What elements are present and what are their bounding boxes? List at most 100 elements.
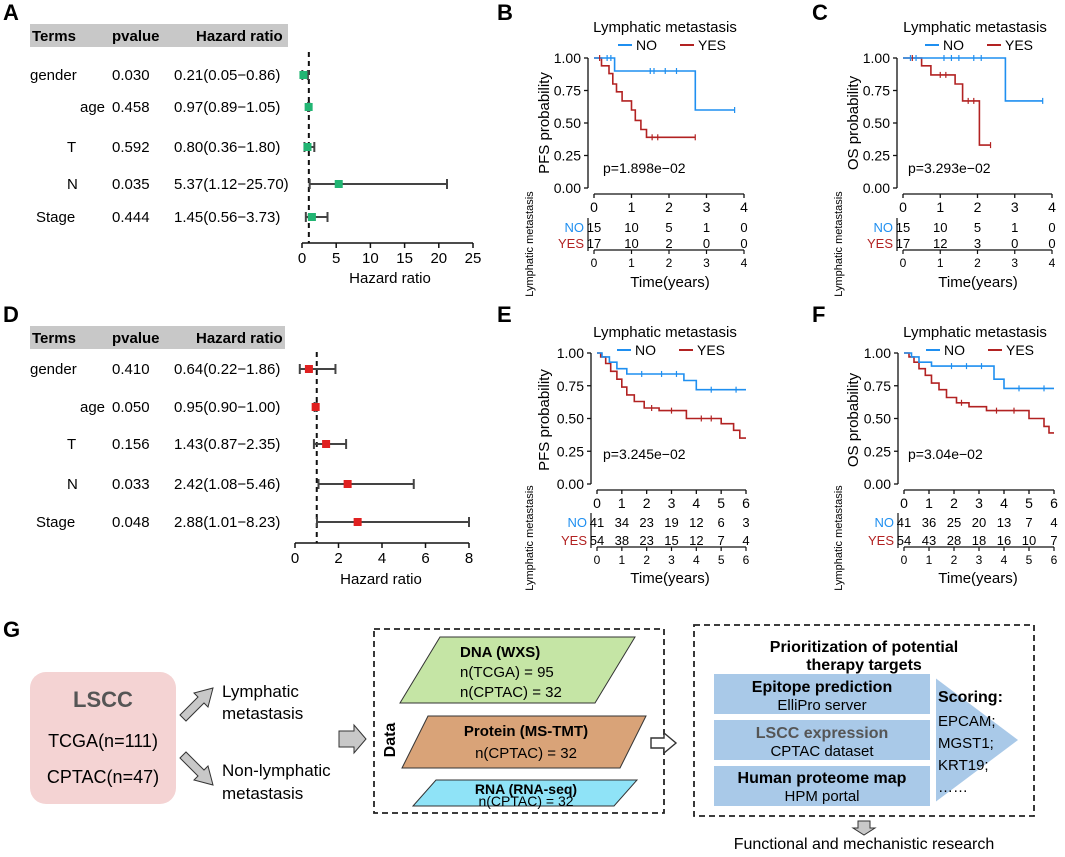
dna-tcga: n(TCGA) = 95 xyxy=(460,664,554,681)
y-tick-label: 0.50 xyxy=(864,411,891,427)
table-header-bg xyxy=(30,24,288,47)
protein-cptac: n(CPTAC) = 32 xyxy=(475,745,577,762)
panel-d-forest-plot: D Terms pvalue Hazard ratio gender 0.410 0… xyxy=(3,302,473,588)
panel-letter-e: E xyxy=(497,302,512,327)
hazard-ratio-point xyxy=(307,213,316,221)
risk-count-no: 1 xyxy=(1011,220,1018,235)
plot-title: Lymphatic metastasis xyxy=(903,324,1047,341)
x-tick-label: 3 xyxy=(703,199,711,215)
footer-text: Functional and mechanistic research xyxy=(734,836,995,852)
protein-box xyxy=(401,715,647,769)
lymph-label-1: Lymphatic xyxy=(222,682,299,701)
y-tick-label: 0.25 xyxy=(864,443,891,459)
risk-count-no: 10 xyxy=(933,220,947,235)
pvalue-label: 0.410 xyxy=(112,361,150,378)
x-tick-label: 4 xyxy=(1000,495,1008,511)
x-tick-label: 4 xyxy=(740,199,748,215)
risk-count-no: 41 xyxy=(590,515,604,530)
risk-time-label: 4 xyxy=(693,553,700,567)
x-tick-label: 4 xyxy=(1048,199,1056,215)
risk-count-no: 41 xyxy=(897,515,911,530)
hazard-ratio-label: 0.21(0.05−0.86) xyxy=(174,67,280,84)
x-tick-label: 4 xyxy=(692,495,700,511)
y-axis-label: OS probability xyxy=(845,372,862,467)
hazard-ratio-label: 2.42(1.08−5.46) xyxy=(174,476,280,493)
scoring-title: Scoring: xyxy=(938,689,1003,706)
risk-count-no: 3 xyxy=(742,515,749,530)
hazard-ratio-point xyxy=(322,440,331,448)
y-tick-label: 0.75 xyxy=(557,378,584,394)
x-tick-label: 10 xyxy=(362,250,379,267)
risk-count-no: 7 xyxy=(1025,515,1032,530)
nonlymph-label-1: Non-lymphatic xyxy=(222,761,331,780)
x-tick-label: 1 xyxy=(628,199,636,215)
prioritization-box xyxy=(693,624,1035,817)
risk-count-yes: 43 xyxy=(922,533,936,548)
x-tick-label: 5 xyxy=(717,495,725,511)
y-tick-label: 0.00 xyxy=(557,476,584,492)
risk-count-yes: 54 xyxy=(897,533,911,548)
header-pvalue: pvalue xyxy=(112,28,160,45)
scoring-more: …… xyxy=(938,779,968,796)
plot-title: Lymphatic metastasis xyxy=(903,19,1047,36)
x-tick-label: 3 xyxy=(975,495,983,511)
risk-count-yes: 0 xyxy=(1048,236,1055,251)
data-label: Data xyxy=(382,723,399,758)
p-value: p=3.04e−02 xyxy=(908,446,983,462)
lscc-expression-title: LSCC expression xyxy=(756,725,888,742)
survival-curve-no xyxy=(904,352,1054,390)
hazard-ratio-point xyxy=(299,71,308,79)
x-axis-label: Time(years) xyxy=(630,274,709,291)
up-arrow-icon xyxy=(179,687,214,722)
rna-box xyxy=(411,779,639,807)
panel-f-km-plot: F Lymphatic metastasis OS probability p=… xyxy=(812,302,1058,591)
risk-row-no-label: NO xyxy=(565,220,585,235)
pvalue-label: 0.035 xyxy=(112,176,150,193)
hazard-ratio-point xyxy=(304,365,313,373)
risk-time-label: 2 xyxy=(951,553,958,567)
survival-curve-yes xyxy=(597,352,746,439)
x-tick-label: 5 xyxy=(1025,495,1033,511)
hazard-ratio-label: 5.37(1.12−25.70) xyxy=(174,176,289,193)
legend-yes-label: YES xyxy=(1005,37,1033,53)
y-axis-label: PFS probability xyxy=(536,369,553,471)
prioritization-title-2: therapy targets xyxy=(806,657,922,674)
risk-time-label: 0 xyxy=(901,553,908,567)
lscc-tcga: TCGA(n=111) xyxy=(48,731,158,751)
y-tick-label: 0.25 xyxy=(557,443,584,459)
y-tick-label: 0.25 xyxy=(554,148,581,164)
prioritization-arrow xyxy=(714,674,1018,806)
risk-count-yes: 12 xyxy=(689,533,703,548)
risk-table-label: Lymphatic metastasis xyxy=(833,485,845,591)
y-tick-label: 0.00 xyxy=(863,180,890,196)
hpm-title: Human proteome map xyxy=(738,770,907,787)
hazard-ratio-point xyxy=(343,480,352,488)
separator xyxy=(930,674,936,806)
lscc-expression-sub: CPTAC dataset xyxy=(770,743,874,760)
x-tick-label: 6 xyxy=(1050,495,1058,511)
risk-count-yes: 10 xyxy=(624,236,638,251)
risk-count-yes: 28 xyxy=(947,533,961,548)
p-value: p=1.898e−02 xyxy=(603,160,686,176)
x-tick-label: 20 xyxy=(430,250,447,267)
risk-time-label: 3 xyxy=(703,256,710,270)
x-axis-label: Time(years) xyxy=(938,570,1017,587)
risk-row-no-label: NO xyxy=(568,515,588,530)
term-label: T xyxy=(67,436,76,453)
risk-count-yes: 0 xyxy=(703,236,710,251)
legend-no-label: NO xyxy=(943,37,964,53)
pvalue-label: 0.592 xyxy=(112,139,150,156)
risk-count-yes: 12 xyxy=(933,236,947,251)
x-tick-label: 2 xyxy=(665,199,673,215)
risk-count-yes: 18 xyxy=(972,533,986,548)
y-tick-label: 0.00 xyxy=(554,180,581,196)
panel-letter-f: F xyxy=(812,302,825,327)
protein-title: Protein (MS-TMT) xyxy=(464,723,588,740)
risk-count-no: 13 xyxy=(997,515,1011,530)
pvalue-label: 0.030 xyxy=(112,67,150,84)
hazard-ratio-label: 1.43(0.87−2.35) xyxy=(174,436,280,453)
hazard-ratio-point xyxy=(334,180,343,188)
x-tick-label: 0 xyxy=(590,199,598,215)
